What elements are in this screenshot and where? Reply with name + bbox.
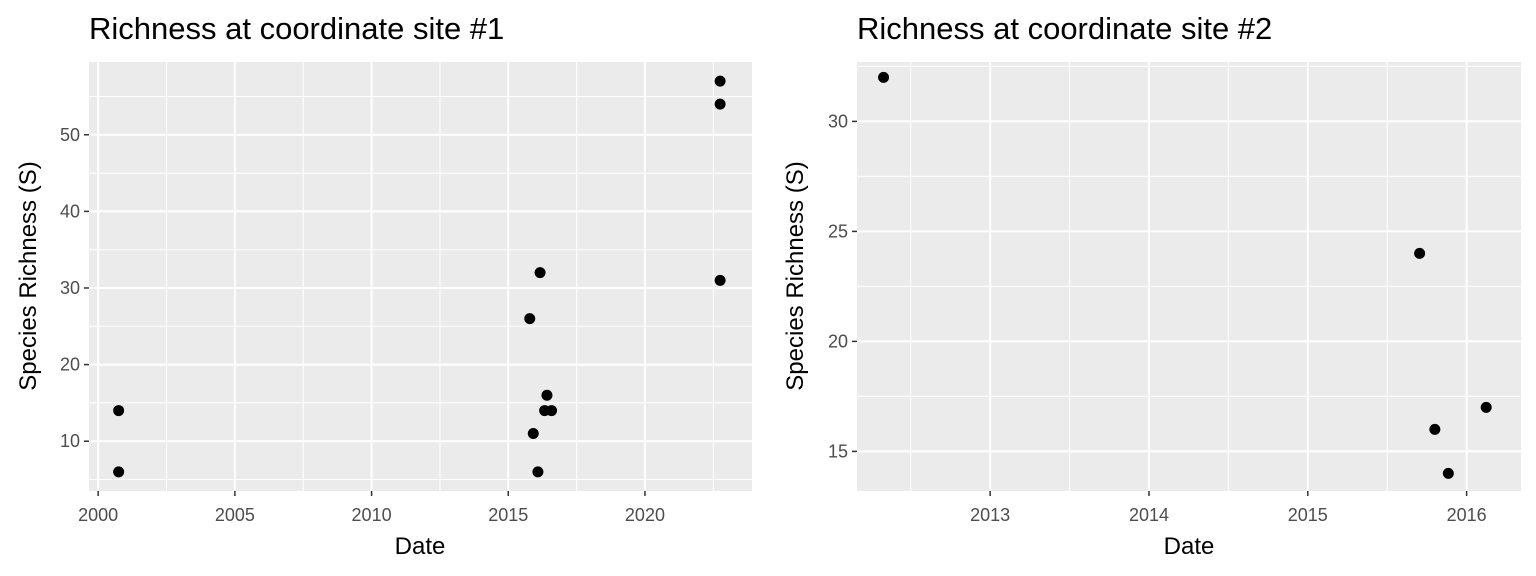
y-tick-label: 50 xyxy=(60,125,80,145)
y-tick-label: 30 xyxy=(60,278,80,298)
data-point xyxy=(541,389,553,401)
data-point xyxy=(1442,467,1454,479)
data-point xyxy=(527,428,539,440)
chart-title-1: Richness at coordinate site #1 xyxy=(89,11,504,46)
plot-background-2 xyxy=(857,62,1521,491)
x-tick-label: 2000 xyxy=(78,505,118,525)
x-tick-label: 2005 xyxy=(215,505,255,525)
data-point xyxy=(1480,401,1492,413)
chart-panel-1: Richness at coordinate site #1 2000 2005 2… xyxy=(15,11,752,560)
x-tick-label: 2010 xyxy=(352,505,392,525)
y-tick-label: 20 xyxy=(828,331,848,351)
y-tick-label: 25 xyxy=(828,221,848,241)
data-point xyxy=(532,466,544,478)
x-tick-label: 2013 xyxy=(970,505,1010,525)
x-tick-label: 2016 xyxy=(1447,505,1487,525)
plot-background-1 xyxy=(89,62,752,491)
grid-1 xyxy=(89,62,752,491)
data-point xyxy=(1429,423,1441,435)
x-tick-label: 2020 xyxy=(625,505,665,525)
y-tick-label: 30 xyxy=(828,111,848,131)
data-point xyxy=(878,71,890,83)
x-axis-title-1: Date xyxy=(395,533,446,560)
y-axis-title-2: Species Richness (S) xyxy=(782,161,809,390)
axis-ticks-1: 2000 2005 2010 2015 2020 10 20 30 40 50 xyxy=(60,125,665,525)
y-tick-label: 40 xyxy=(60,201,80,221)
x-tick-label: 2015 xyxy=(1288,505,1328,525)
data-point xyxy=(714,75,726,87)
data-point xyxy=(534,267,546,279)
grid-2 xyxy=(857,62,1521,491)
data-point xyxy=(714,274,726,286)
data-points-2 xyxy=(878,71,1492,479)
x-tick-label: 2015 xyxy=(488,505,528,525)
data-point xyxy=(524,313,536,325)
data-point xyxy=(113,405,125,417)
axis-ticks-2: 2013 2014 2015 2016 15 20 25 30 xyxy=(828,111,1487,525)
data-point xyxy=(714,98,726,110)
y-tick-label: 20 xyxy=(60,355,80,375)
data-point xyxy=(113,466,125,478)
x-axis-title-2: Date xyxy=(1164,533,1215,560)
data-point xyxy=(546,405,558,417)
y-tick-label: 10 xyxy=(60,431,80,451)
chart-panel-2: Richness at coordinate site #2 2013 2014 2… xyxy=(782,11,1521,560)
data-points-1 xyxy=(113,75,726,478)
y-axis-title-1: Species Richness (S) xyxy=(15,161,42,390)
y-tick-label: 15 xyxy=(828,441,848,461)
x-tick-label: 2014 xyxy=(1129,505,1169,525)
chart-title-2: Richness at coordinate site #2 xyxy=(857,11,1272,46)
data-point xyxy=(1414,247,1426,259)
